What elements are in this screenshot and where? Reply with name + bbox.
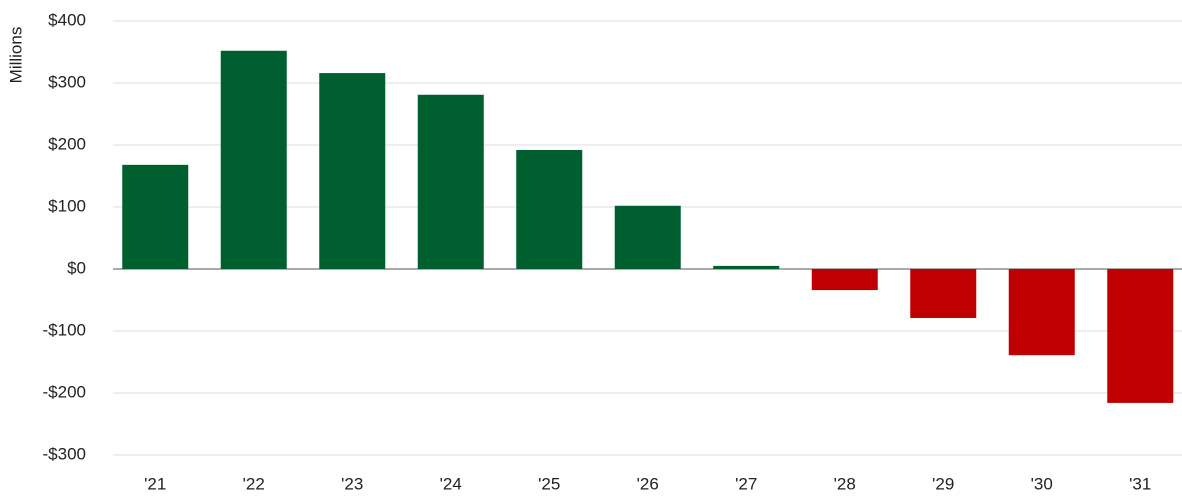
y-tick-label: $400 xyxy=(48,10,86,29)
y-tick-label: $200 xyxy=(48,134,86,153)
bar xyxy=(713,265,780,269)
y-tick-label: $100 xyxy=(48,196,86,215)
bar xyxy=(614,205,681,269)
bar xyxy=(1107,269,1174,403)
y-tick-label: -$300 xyxy=(43,444,86,463)
x-tick-label: '28 xyxy=(834,474,856,493)
bar xyxy=(516,149,583,269)
y-tick-label: -$200 xyxy=(43,382,86,401)
bar xyxy=(1008,269,1075,356)
x-tick-label: '23 xyxy=(341,474,363,493)
bar xyxy=(319,73,386,269)
bar xyxy=(811,269,878,291)
bar xyxy=(417,94,484,269)
x-tick-label: '22 xyxy=(243,474,265,493)
x-tick-label: '26 xyxy=(637,474,659,493)
y-axis-label: Millions xyxy=(6,27,25,84)
bar xyxy=(122,164,189,269)
y-tick-label: $0 xyxy=(67,258,86,277)
bar xyxy=(220,50,287,270)
bar xyxy=(910,269,977,318)
x-tick-label: '27 xyxy=(735,474,757,493)
x-tick-label: '30 xyxy=(1031,474,1053,493)
x-tick-label: '25 xyxy=(538,474,560,493)
y-tick-label: -$100 xyxy=(43,320,86,339)
x-tick-label: '29 xyxy=(932,474,954,493)
x-tick-label: '31 xyxy=(1129,474,1151,493)
x-tick-label: '24 xyxy=(440,474,462,493)
y-tick-label: $300 xyxy=(48,72,86,91)
x-tick-label: '21 xyxy=(144,474,166,493)
